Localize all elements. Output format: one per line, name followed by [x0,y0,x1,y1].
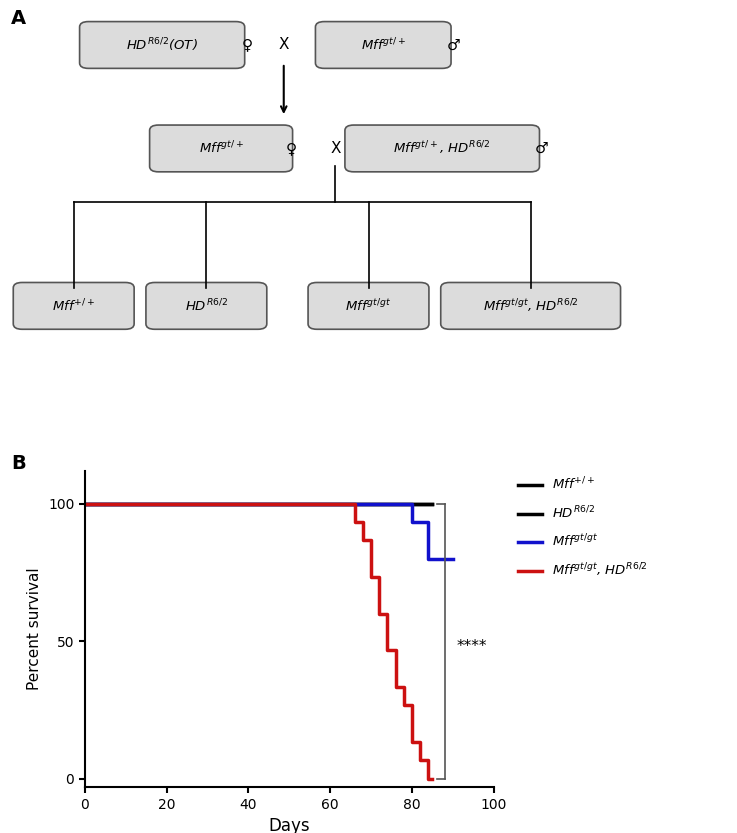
FancyBboxPatch shape [146,282,267,329]
Text: ♂: ♂ [447,37,460,52]
Text: $\mathit{Mff}^{gt/+}$: $\mathit{Mff}^{gt/+}$ [360,37,406,53]
X-axis label: Days: Days [268,817,310,833]
FancyBboxPatch shape [80,22,245,68]
Text: $\mathit{Mff}^{gt/+}$, $\mathit{HD}^{R6/2}$: $\mathit{Mff}^{gt/+}$, $\mathit{HD}^{R6/… [394,140,491,157]
Text: ♀: ♀ [285,141,297,156]
Text: $\mathit{HD}^{R6/2}$: $\mathit{HD}^{R6/2}$ [185,297,228,314]
Text: $\mathit{Mff}^{gt/gt}$, $\mathit{HD}^{R6/2}$: $\mathit{Mff}^{gt/gt}$, $\mathit{HD}^{R6… [483,297,579,315]
Text: $\mathit{Mff}^{gt/+}$: $\mathit{Mff}^{gt/+}$ [198,140,244,157]
Y-axis label: Percent survival: Percent survival [27,567,43,691]
Text: B: B [11,454,26,473]
Text: X: X [279,37,289,52]
Text: ****: **** [457,639,487,654]
Text: $\mathit{Mff}^{gt/gt}$: $\mathit{Mff}^{gt/gt}$ [346,297,391,314]
Text: ♂: ♂ [535,141,548,156]
FancyBboxPatch shape [308,282,429,329]
FancyBboxPatch shape [345,125,539,172]
FancyBboxPatch shape [315,22,451,68]
Text: $\mathit{Mff}^{+/+}$: $\mathit{Mff}^{+/+}$ [52,297,95,314]
Text: A: A [11,9,27,28]
FancyBboxPatch shape [441,282,621,329]
FancyBboxPatch shape [150,125,293,172]
FancyBboxPatch shape [13,282,134,329]
Text: $\mathit{HD}^{R6/2}$(OT): $\mathit{HD}^{R6/2}$(OT) [126,36,198,54]
Legend: $\mathit{Mff}^{+/+}$, $\mathit{HD}^{R6/2}$, $\mathit{Mff}^{gt/gt}$, $\mathit{Mff: $\mathit{Mff}^{+/+}$, $\mathit{HD}^{R6/2… [513,471,653,585]
Text: X: X [330,141,340,156]
Text: ♀: ♀ [241,37,253,52]
